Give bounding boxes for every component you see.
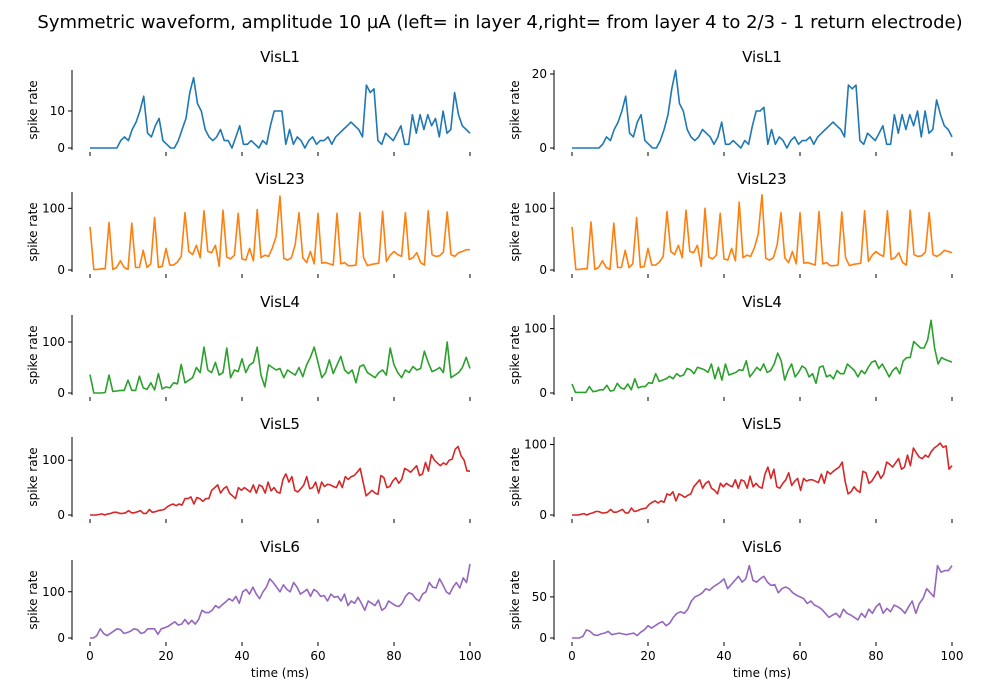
x-tick-label: 100 <box>459 649 482 663</box>
y-tick-label: 0 <box>57 263 65 277</box>
series-line-visl5 <box>90 445 470 516</box>
y-tick-label: 100 <box>42 201 65 215</box>
x-axis-label: time (ms) <box>733 666 791 680</box>
y-tick-label: 100 <box>524 438 547 452</box>
panel-title: VisL6 <box>260 538 300 556</box>
figure-title: Symmetric waveform, amplitude 10 µA (lef… <box>37 12 962 33</box>
panel-title: VisL1 <box>260 48 300 66</box>
x-tick-label: 0 <box>568 649 576 663</box>
x-tick-label: 0 <box>86 649 94 663</box>
panel-title: VisL1 <box>742 48 782 66</box>
y-tick-label: 20 <box>532 67 547 81</box>
y-axis-label: spike rate <box>508 447 522 506</box>
y-tick-label: 100 <box>524 322 547 336</box>
x-tick-label: 60 <box>310 649 325 663</box>
panel-title: VisL23 <box>737 170 786 188</box>
y-tick-label: 0 <box>539 631 547 645</box>
panel-title: VisL4 <box>260 293 300 311</box>
y-axis-label: spike rate <box>508 80 522 139</box>
y-tick-label: 100 <box>42 585 65 599</box>
x-tick-label: 80 <box>868 649 883 663</box>
panel-title: VisL6 <box>742 538 782 556</box>
y-tick-label: 100 <box>524 201 547 215</box>
x-axis-label: time (ms) <box>251 666 309 680</box>
panel-title: VisL4 <box>742 293 782 311</box>
panel-title: VisL5 <box>260 415 300 433</box>
y-axis-label: spike rate <box>26 447 40 506</box>
y-axis-label: spike rate <box>26 202 40 261</box>
x-tick-label: 80 <box>386 649 401 663</box>
subplot-visl6-right: VisL6 0 50 0 20 40 60 80 100 spike rate time (ms) <box>508 538 964 680</box>
x-tick-label: 60 <box>792 649 807 663</box>
y-axis-label: spike rate <box>26 325 40 384</box>
panel-title: VisL5 <box>742 415 782 433</box>
y-tick-label: 50 <box>532 590 547 604</box>
y-axis-label: spike rate <box>26 570 40 629</box>
subplot-visl1-left: VisL1 0 10 spike rate <box>26 48 471 156</box>
x-tick-label: 20 <box>158 649 173 663</box>
y-tick-label: 100 <box>42 335 65 349</box>
x-tick-label: 40 <box>234 649 249 663</box>
y-axis-label: spike rate <box>508 570 522 629</box>
series-line-visl1 <box>572 69 953 149</box>
y-tick-label: 0 <box>57 508 65 522</box>
y-tick-label: 10 <box>50 104 65 118</box>
x-tick-label: 40 <box>716 649 731 663</box>
subplot-visl1-right: VisL1 0 20 spike rate <box>508 48 953 156</box>
series-line-visl4 <box>89 341 471 394</box>
y-tick-label: 0 <box>539 508 547 522</box>
series-line-visl6 <box>90 563 471 639</box>
series-line-visl5 <box>572 442 953 516</box>
series-line-visl1 <box>90 76 471 149</box>
x-tick-label: 20 <box>640 649 655 663</box>
series-line-visl23 <box>571 194 953 271</box>
x-tick-label: 100 <box>941 649 964 663</box>
y-tick-label: 0 <box>57 141 65 155</box>
y-tick-label: 0 <box>57 631 65 645</box>
panel-title: VisL23 <box>255 170 304 188</box>
y-axis-label: spike rate <box>508 325 522 384</box>
series-line-visl4 <box>571 319 953 394</box>
y-tick-label: 0 <box>539 263 547 277</box>
series-line-visl6 <box>572 564 953 639</box>
y-tick-label: 0 <box>539 141 547 155</box>
series-line-visl23 <box>89 195 470 271</box>
y-tick-label: 100 <box>42 453 65 467</box>
y-axis-label: spike rate <box>26 80 40 139</box>
y-tick-label: 0 <box>539 386 547 400</box>
y-tick-label: 0 <box>57 386 65 400</box>
y-axis-label: spike rate <box>508 202 522 261</box>
